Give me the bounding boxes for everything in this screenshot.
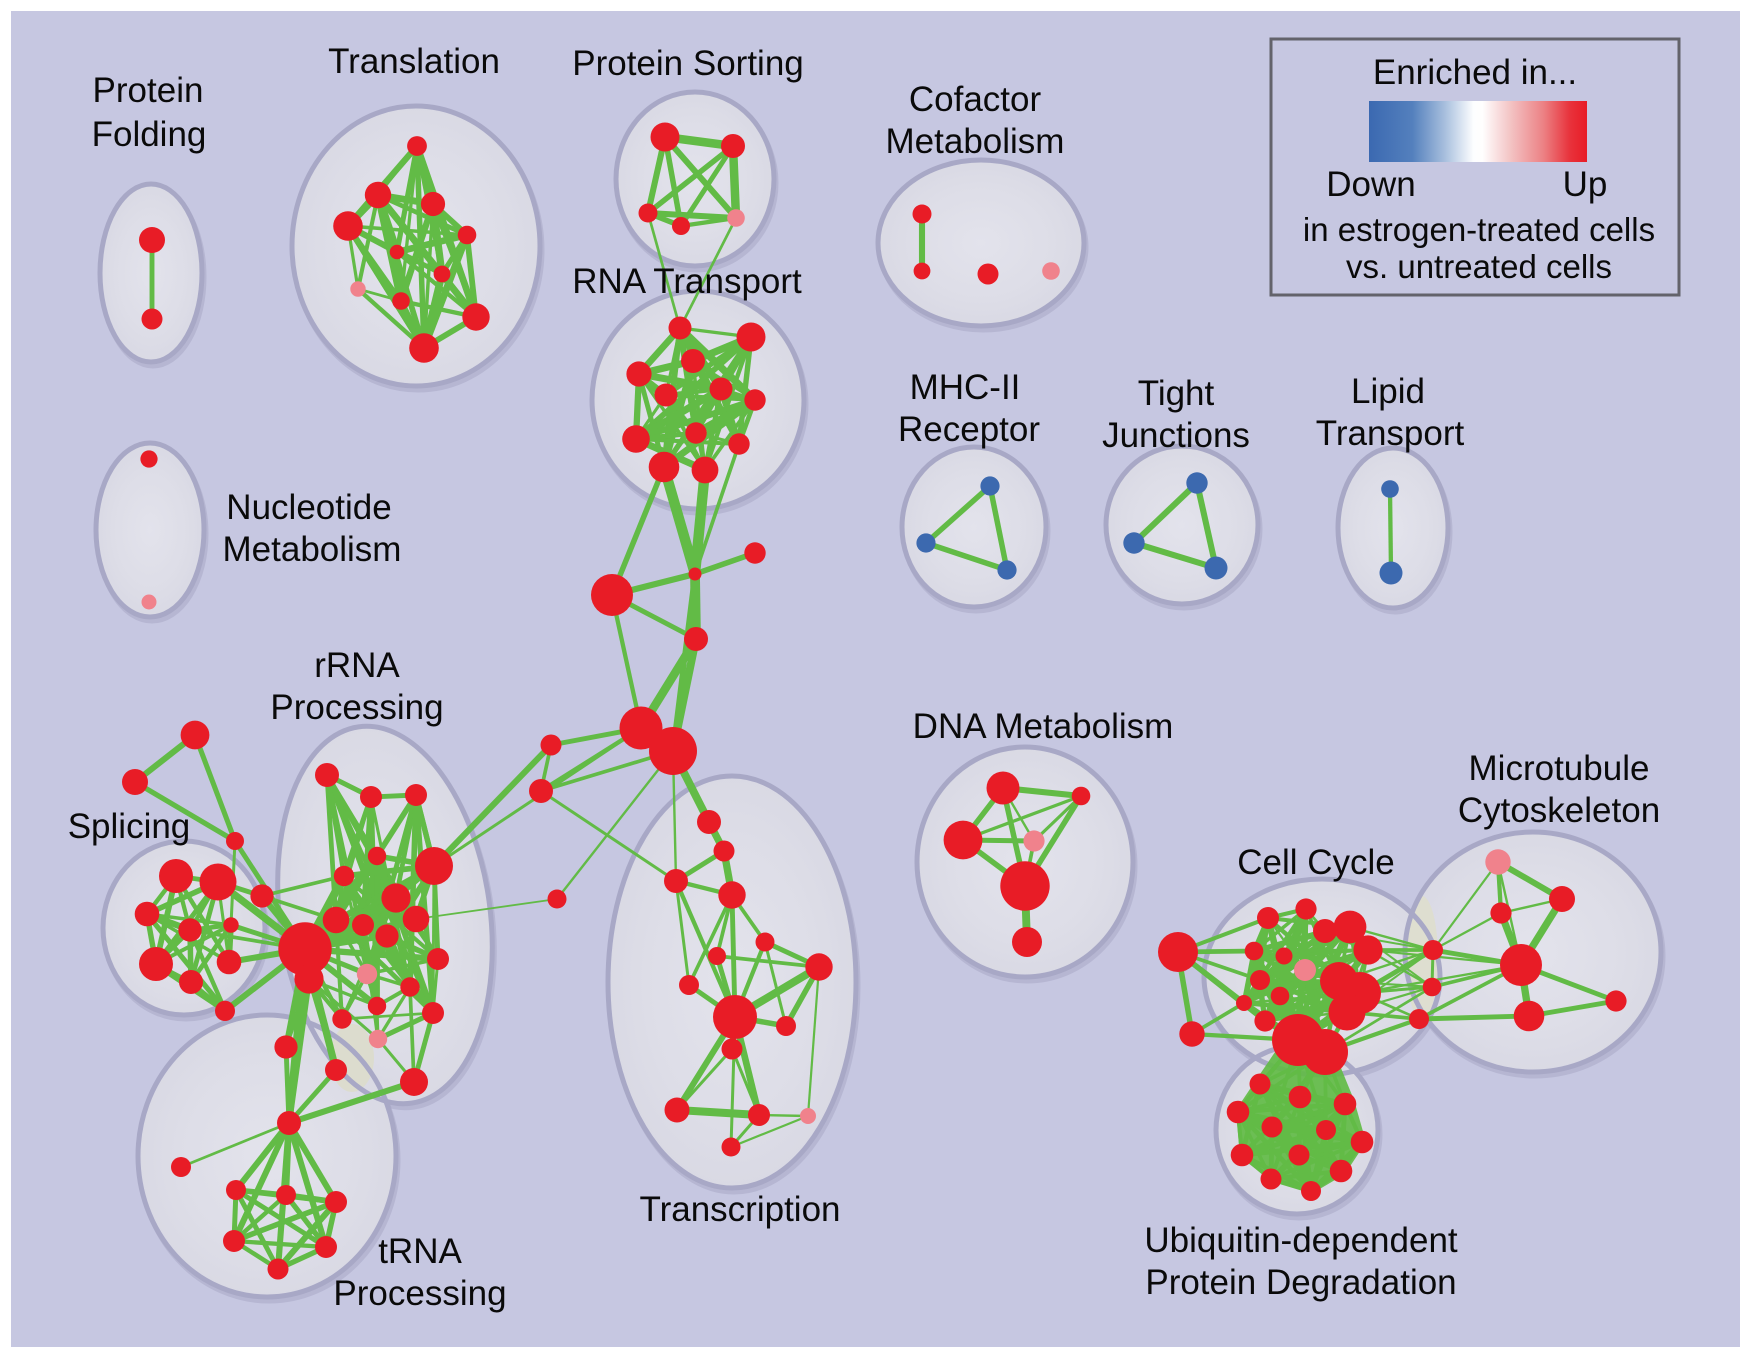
svg-text:in estrogen-treated cells: in estrogen-treated cells	[1303, 211, 1655, 248]
svg-text:Folding: Folding	[92, 115, 207, 154]
svg-text:RNA Transport: RNA Transport	[572, 262, 802, 301]
svg-text:Up: Up	[1563, 165, 1608, 204]
svg-text:Nucleotide: Nucleotide	[226, 488, 391, 527]
svg-text:Metabolism: Metabolism	[886, 122, 1065, 161]
svg-text:Processing: Processing	[270, 688, 443, 727]
svg-text:Junctions: Junctions	[1102, 416, 1250, 455]
svg-text:Receptor: Receptor	[898, 410, 1040, 449]
svg-text:Protein Degradation: Protein Degradation	[1145, 1263, 1456, 1302]
svg-text:Tight: Tight	[1138, 374, 1215, 413]
svg-text:Transcription: Transcription	[640, 1190, 841, 1229]
svg-text:Metabolism: Metabolism	[223, 530, 402, 569]
svg-text:Translation: Translation	[328, 42, 500, 81]
svg-text:Microtubule: Microtubule	[1469, 749, 1650, 788]
svg-text:Cytoskeleton: Cytoskeleton	[1458, 791, 1660, 830]
svg-text:Lipid: Lipid	[1351, 372, 1425, 411]
svg-text:vs. untreated cells: vs. untreated cells	[1346, 248, 1612, 285]
svg-text:Cell Cycle: Cell Cycle	[1237, 843, 1395, 882]
svg-text:Protein Sorting: Protein Sorting	[572, 44, 804, 83]
svg-text:Processing: Processing	[333, 1274, 506, 1313]
svg-text:tRNA: tRNA	[378, 1232, 462, 1271]
svg-text:MHC-II: MHC-II	[910, 368, 1021, 407]
svg-text:Protein: Protein	[93, 71, 204, 110]
svg-text:Enriched in...: Enriched in...	[1373, 53, 1577, 92]
svg-text:Splicing: Splicing	[68, 807, 191, 846]
svg-text:Ubiquitin-dependent: Ubiquitin-dependent	[1144, 1221, 1458, 1260]
svg-text:Transport: Transport	[1316, 414, 1465, 453]
svg-text:Cofactor: Cofactor	[909, 80, 1042, 119]
svg-text:DNA Metabolism: DNA Metabolism	[913, 707, 1174, 746]
svg-text:rRNA: rRNA	[314, 646, 400, 685]
svg-text:Down: Down	[1326, 165, 1415, 204]
